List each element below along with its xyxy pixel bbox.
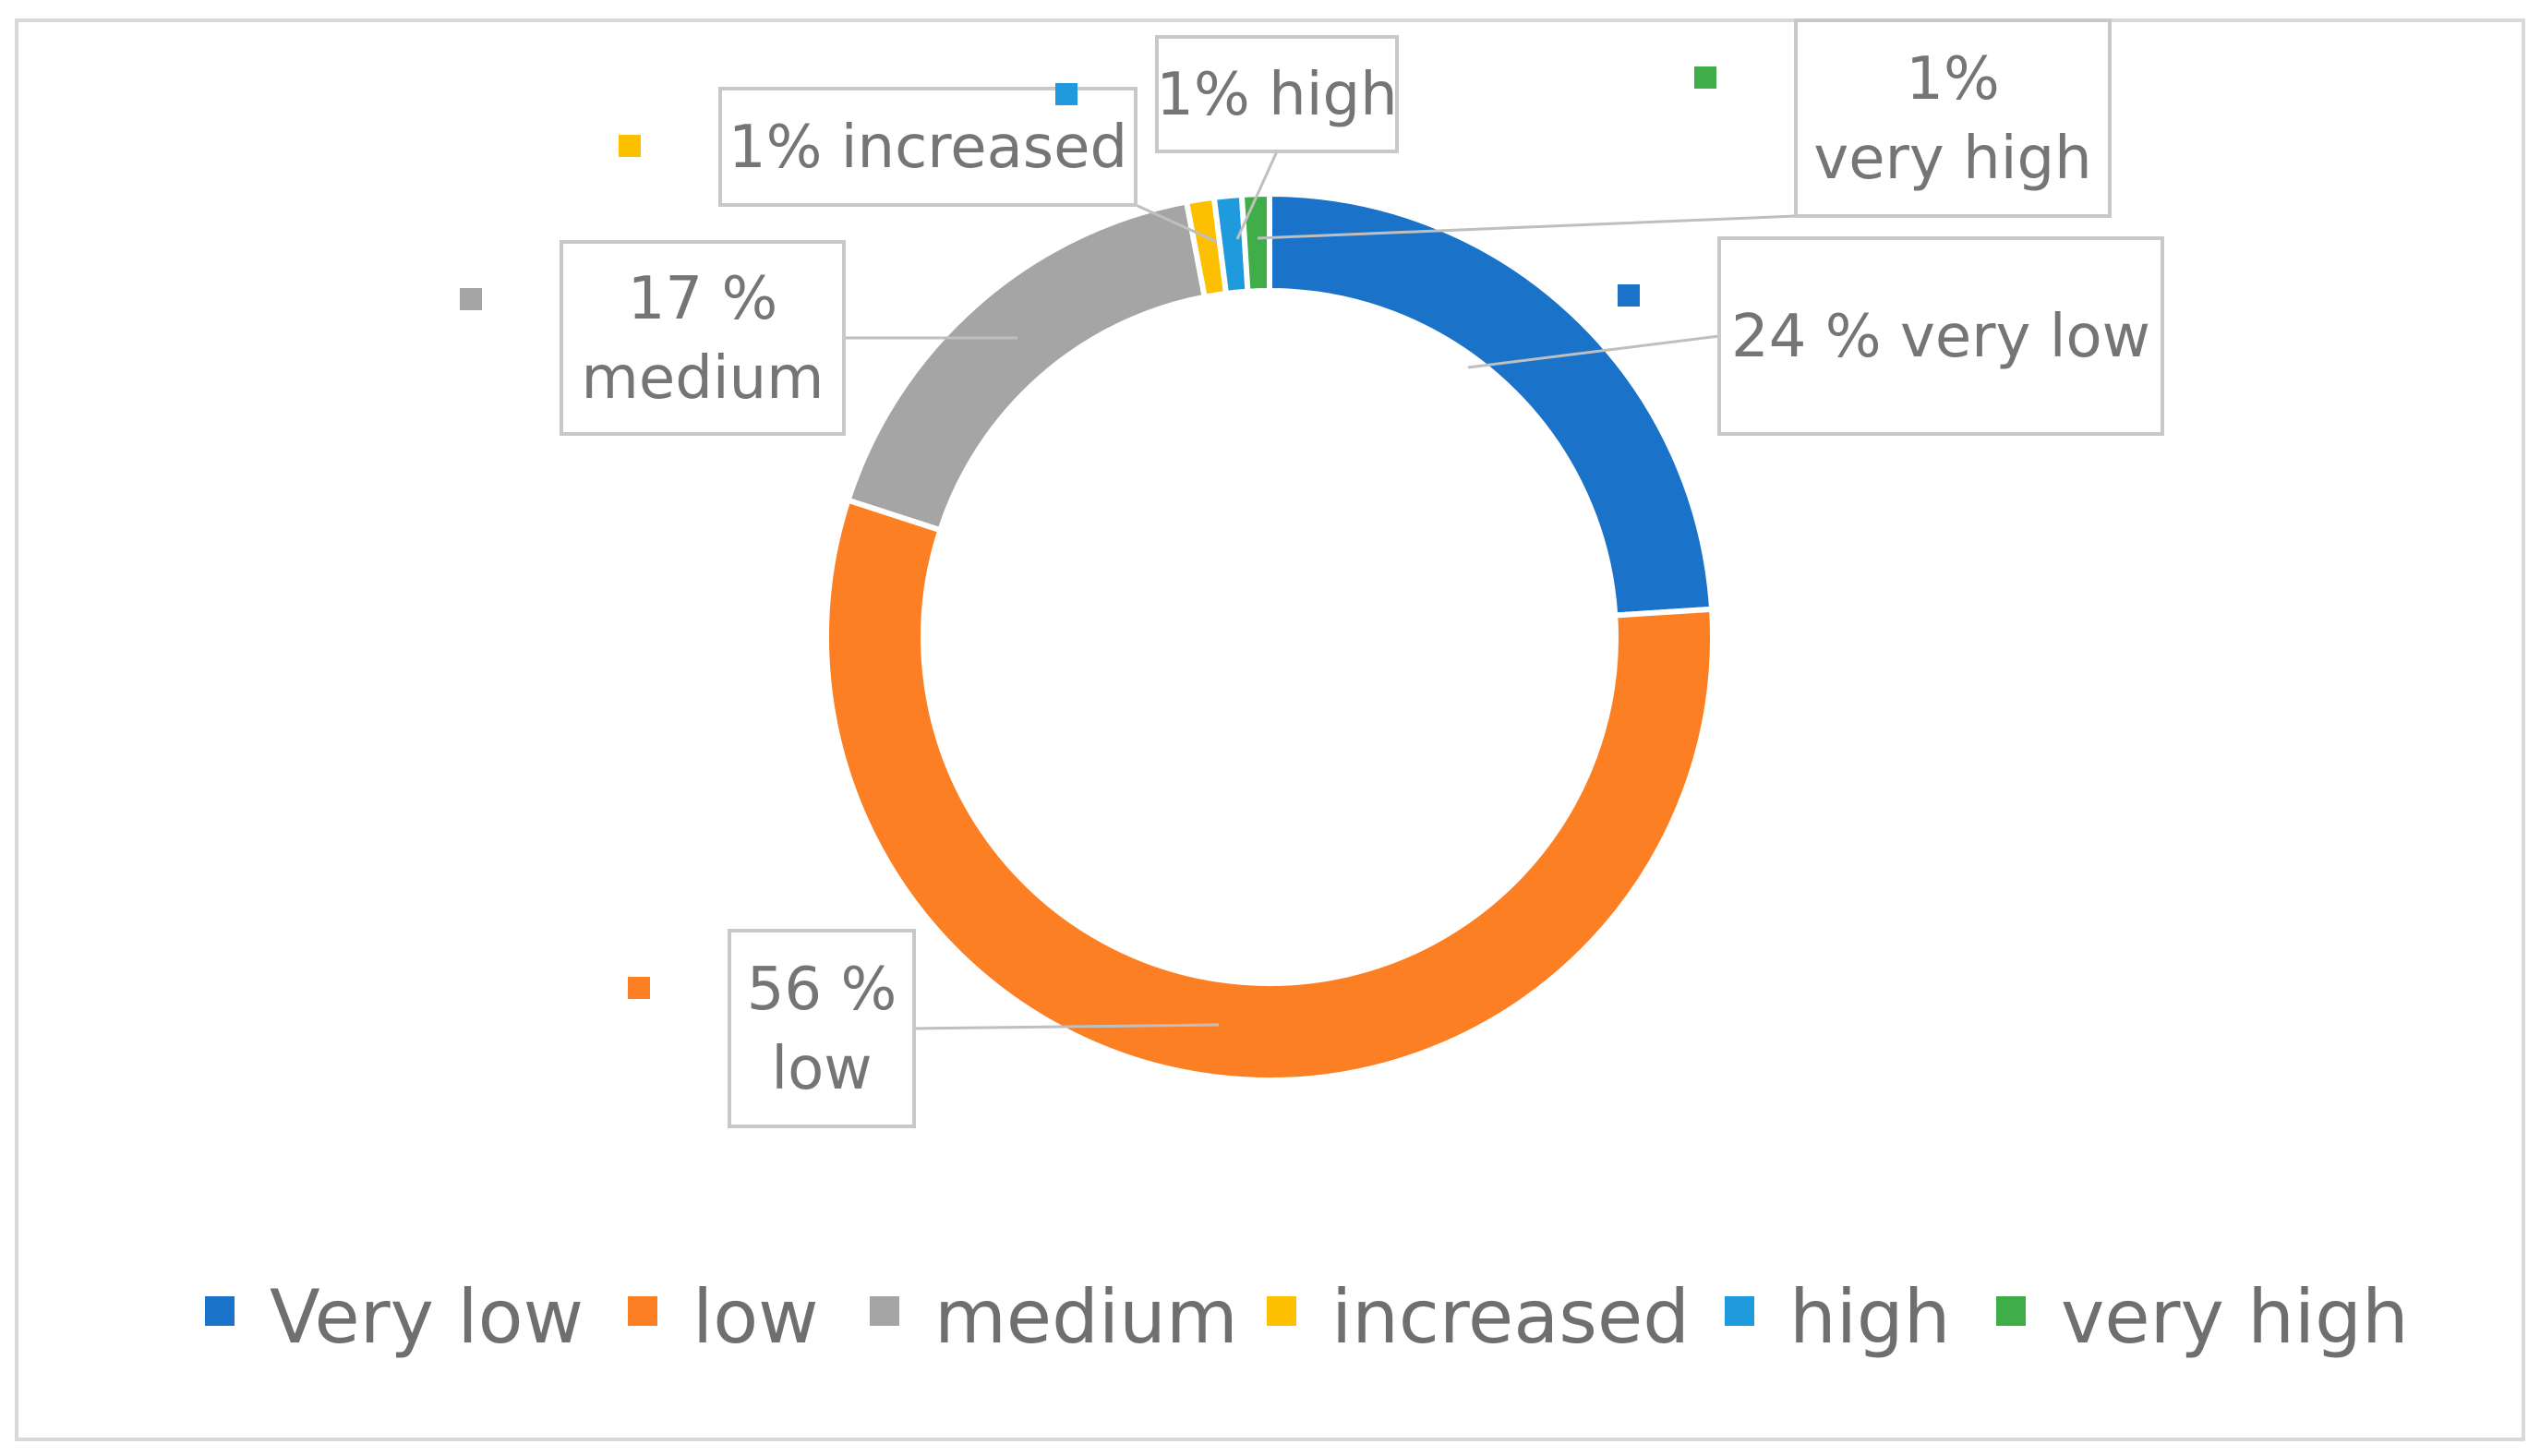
- leader-lines-group: [844, 150, 1797, 1030]
- legend-swatch-very-low: [205, 1296, 235, 1326]
- legend-swatch-very-high: [1996, 1296, 2026, 1326]
- data-label-marker-medium: [460, 288, 482, 310]
- slice-very-high: [1238, 190, 1272, 295]
- data-label-box-high: [1155, 35, 1399, 153]
- data-label-medium-line-2: medium: [581, 344, 824, 413]
- legend-label-low: low: [692, 1274, 819, 1360]
- legend-swatch-medium: [870, 1296, 899, 1326]
- data-label-low-line-1: 56 %: [747, 956, 897, 1024]
- data-label-marker-very-low: [1618, 284, 1640, 307]
- data-labels-group: 24 % very low 56 % low 17 % medium 1% increas…: [460, 18, 2164, 1128]
- leader-line-very-high: [1257, 214, 1797, 240]
- data-label-marker-low: [628, 977, 650, 999]
- data-label-high: 1% high: [1156, 61, 1397, 129]
- legend: Very low low medium increased high very high: [205, 1274, 2409, 1360]
- legend-label-medium: medium: [934, 1274, 1238, 1360]
- data-label-very-high-line-1: 1%: [1906, 45, 2000, 114]
- data-label-marker-very-high: [1694, 66, 1716, 89]
- data-label-box-medium: [560, 240, 846, 436]
- leader-line-high: [1235, 150, 1279, 240]
- legend-swatch-increased: [1267, 1296, 1296, 1326]
- legend-label-high: high: [1789, 1274, 1950, 1360]
- legend-swatch-low: [628, 1296, 657, 1326]
- data-label-low-line-2: low: [771, 1035, 872, 1103]
- data-label-box-increased: [718, 87, 1138, 207]
- data-label-box-very-low: [1717, 236, 2164, 436]
- legend-label-increased: increased: [1331, 1274, 1690, 1360]
- data-label-medium-line-1: 17 %: [628, 265, 778, 333]
- data-label-very-high-line-2: very high: [1813, 125, 2091, 193]
- legend-label-very-high: very high: [2061, 1274, 2409, 1360]
- data-label-box-low: [728, 929, 916, 1128]
- legend-label-very-low: Very low: [270, 1274, 584, 1360]
- slice-low: [824, 496, 1715, 1083]
- data-label-box-very-high: [1794, 18, 2112, 218]
- data-label-increased: 1% increased: [728, 114, 1127, 182]
- legend-swatch-high: [1725, 1296, 1754, 1326]
- slices-group: [824, 190, 1715, 1083]
- leader-line-low: [913, 1023, 1220, 1030]
- data-label-marker-increased: [619, 135, 641, 157]
- leader-line-very-low: [1467, 334, 1720, 369]
- leader-line-increased: [1135, 203, 1218, 244]
- data-label-marker-high: [1055, 83, 1077, 105]
- data-label-very-low: 24 % very low: [1731, 303, 2150, 371]
